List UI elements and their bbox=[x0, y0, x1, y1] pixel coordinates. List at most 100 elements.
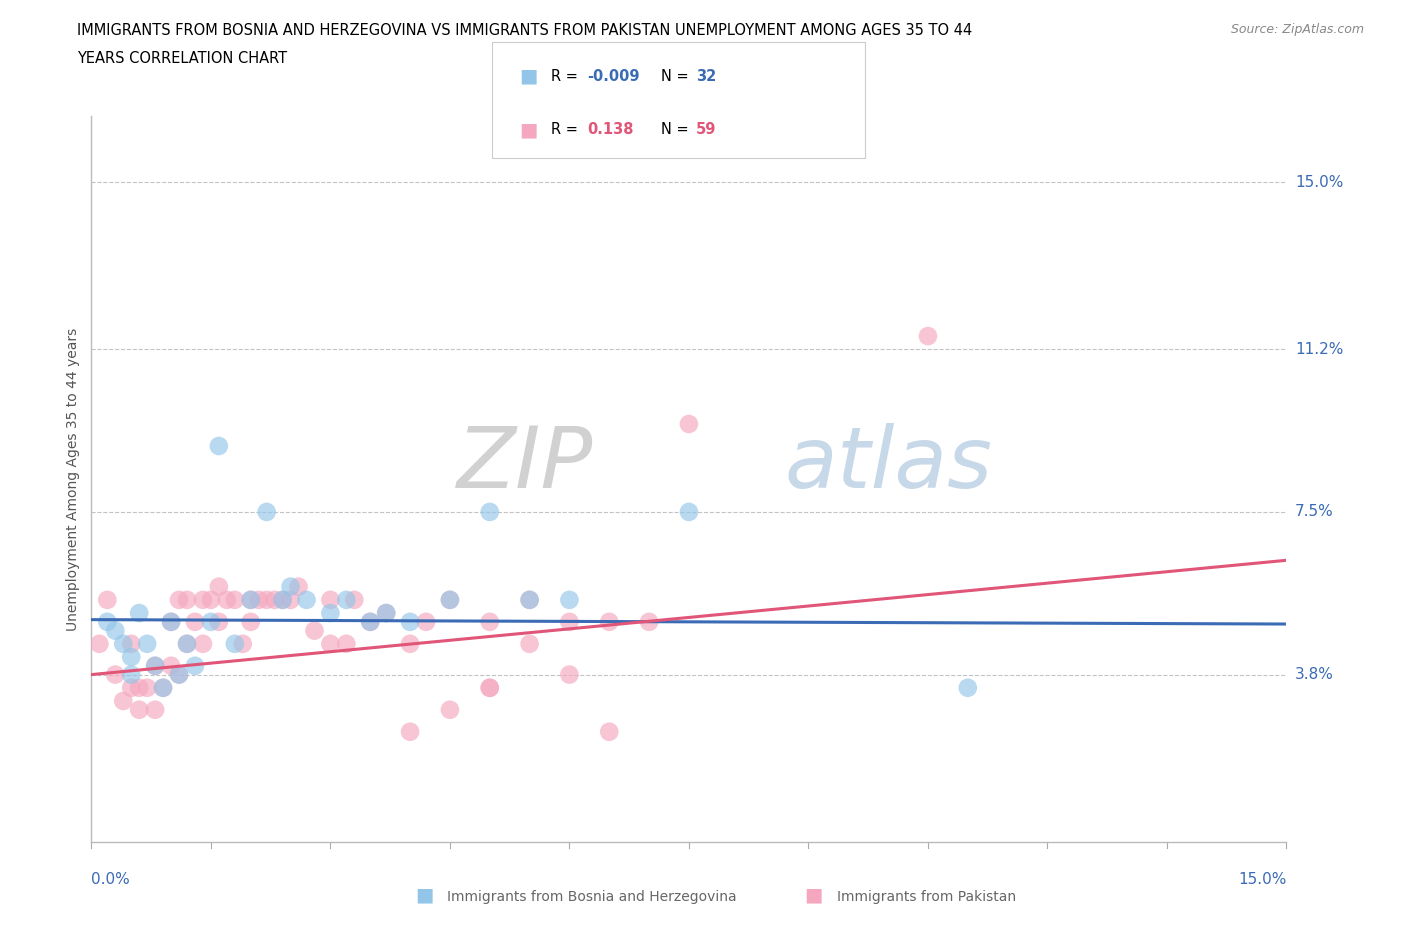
Point bbox=[120, 667, 142, 682]
Point bbox=[558, 592, 581, 607]
Point bbox=[399, 636, 422, 651]
Point bbox=[152, 681, 174, 696]
Point bbox=[104, 623, 127, 638]
Point bbox=[375, 605, 398, 620]
Point bbox=[558, 615, 581, 630]
Text: ■: ■ bbox=[415, 885, 433, 904]
Point bbox=[478, 504, 501, 519]
Point bbox=[343, 592, 366, 607]
Point bbox=[136, 681, 159, 696]
Text: 15.0%: 15.0% bbox=[1239, 872, 1286, 887]
Text: 32: 32 bbox=[696, 69, 716, 84]
Point bbox=[128, 702, 150, 717]
Point bbox=[917, 328, 939, 343]
Point bbox=[247, 592, 270, 607]
Text: ZIP: ZIP bbox=[457, 423, 593, 506]
Point bbox=[232, 636, 254, 651]
Point bbox=[304, 623, 326, 638]
Point bbox=[519, 592, 541, 607]
Text: 15.0%: 15.0% bbox=[1295, 175, 1343, 190]
Point bbox=[239, 592, 262, 607]
Point bbox=[224, 592, 246, 607]
Text: R =: R = bbox=[551, 123, 582, 138]
Point bbox=[167, 667, 190, 682]
Point bbox=[128, 605, 150, 620]
Point bbox=[359, 615, 381, 630]
Point bbox=[678, 417, 700, 432]
Text: 3.8%: 3.8% bbox=[1295, 667, 1334, 682]
Point bbox=[200, 592, 222, 607]
Point bbox=[112, 694, 135, 709]
Text: N =: N = bbox=[661, 123, 693, 138]
Point bbox=[208, 439, 231, 454]
Text: ■: ■ bbox=[804, 885, 823, 904]
Point bbox=[104, 667, 127, 682]
Y-axis label: Unemployment Among Ages 35 to 44 years: Unemployment Among Ages 35 to 44 years bbox=[66, 327, 80, 631]
Point bbox=[956, 681, 979, 696]
Text: 0.0%: 0.0% bbox=[91, 872, 131, 887]
Point bbox=[256, 504, 278, 519]
Point bbox=[399, 724, 422, 739]
Point bbox=[143, 702, 166, 717]
Text: -0.009: -0.009 bbox=[588, 69, 640, 84]
Point bbox=[89, 636, 111, 651]
Text: Immigrants from Pakistan: Immigrants from Pakistan bbox=[837, 890, 1015, 904]
Text: N =: N = bbox=[661, 69, 693, 84]
Point bbox=[120, 636, 142, 651]
Point bbox=[184, 615, 207, 630]
Point bbox=[271, 592, 294, 607]
Point bbox=[439, 702, 461, 717]
Point bbox=[191, 592, 214, 607]
Text: YEARS CORRELATION CHART: YEARS CORRELATION CHART bbox=[77, 51, 287, 66]
Text: atlas: atlas bbox=[785, 423, 993, 506]
Point bbox=[558, 667, 581, 682]
Text: 11.2%: 11.2% bbox=[1295, 341, 1343, 357]
Point bbox=[160, 615, 183, 630]
Point bbox=[319, 592, 342, 607]
Point bbox=[184, 658, 207, 673]
Text: ■: ■ bbox=[519, 67, 537, 86]
Point bbox=[263, 592, 285, 607]
Point bbox=[239, 592, 262, 607]
Point bbox=[208, 615, 231, 630]
Point bbox=[287, 579, 309, 594]
Text: R =: R = bbox=[551, 69, 582, 84]
Point bbox=[96, 615, 118, 630]
Point bbox=[678, 504, 700, 519]
Point bbox=[319, 636, 342, 651]
Point bbox=[152, 681, 174, 696]
Point bbox=[519, 592, 541, 607]
Text: IMMIGRANTS FROM BOSNIA AND HERZEGOVINA VS IMMIGRANTS FROM PAKISTAN UNEMPLOYMENT : IMMIGRANTS FROM BOSNIA AND HERZEGOVINA V… bbox=[77, 23, 973, 38]
Point bbox=[638, 615, 661, 630]
Point bbox=[598, 724, 620, 739]
Point bbox=[208, 579, 231, 594]
Point bbox=[239, 615, 262, 630]
Point bbox=[176, 636, 198, 651]
Point bbox=[295, 592, 318, 607]
Point bbox=[160, 658, 183, 673]
Point bbox=[200, 615, 222, 630]
Point bbox=[176, 636, 198, 651]
Point bbox=[598, 615, 620, 630]
Point bbox=[271, 592, 294, 607]
Point bbox=[143, 658, 166, 673]
Point bbox=[359, 615, 381, 630]
Point bbox=[335, 636, 357, 651]
Point bbox=[176, 592, 198, 607]
Point bbox=[167, 667, 190, 682]
Point bbox=[160, 615, 183, 630]
Point bbox=[96, 592, 118, 607]
Point bbox=[399, 615, 422, 630]
Point bbox=[375, 605, 398, 620]
Point bbox=[120, 681, 142, 696]
Point bbox=[319, 605, 342, 620]
Point bbox=[120, 649, 142, 664]
Point bbox=[191, 636, 214, 651]
Point bbox=[280, 579, 302, 594]
Point bbox=[224, 636, 246, 651]
Point bbox=[167, 592, 190, 607]
Point bbox=[256, 592, 278, 607]
Point bbox=[519, 636, 541, 651]
Point bbox=[415, 615, 437, 630]
Point bbox=[136, 636, 159, 651]
